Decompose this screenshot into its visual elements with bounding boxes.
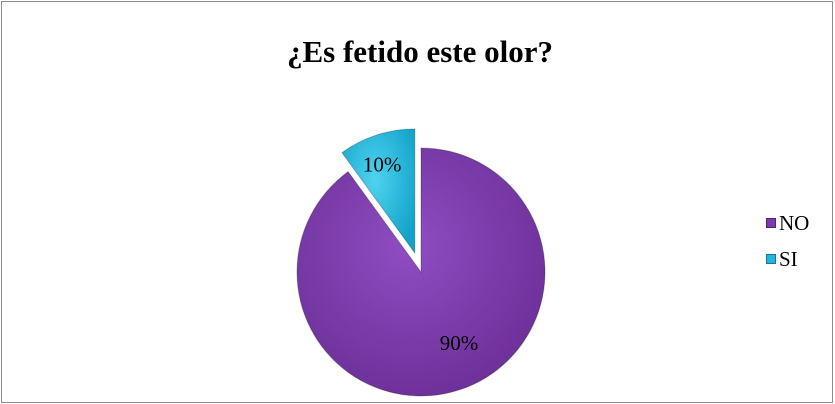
legend-swatch-si [766, 254, 776, 264]
data-label-no: 90% [440, 331, 479, 355]
legend-label-no: NO [779, 210, 810, 235]
pie-slice-no [296, 147, 546, 397]
legend-item-no: NO [766, 205, 809, 241]
legend-item-si: SI [766, 241, 809, 277]
legend: NO SI [766, 205, 809, 277]
legend-label-si: SI [779, 246, 798, 271]
legend-swatch-no [766, 218, 776, 228]
pie-slice-si [341, 128, 416, 255]
data-label-si: 10% [363, 153, 402, 177]
chart-title: ¿Es fetido este olor? [286, 34, 554, 69]
